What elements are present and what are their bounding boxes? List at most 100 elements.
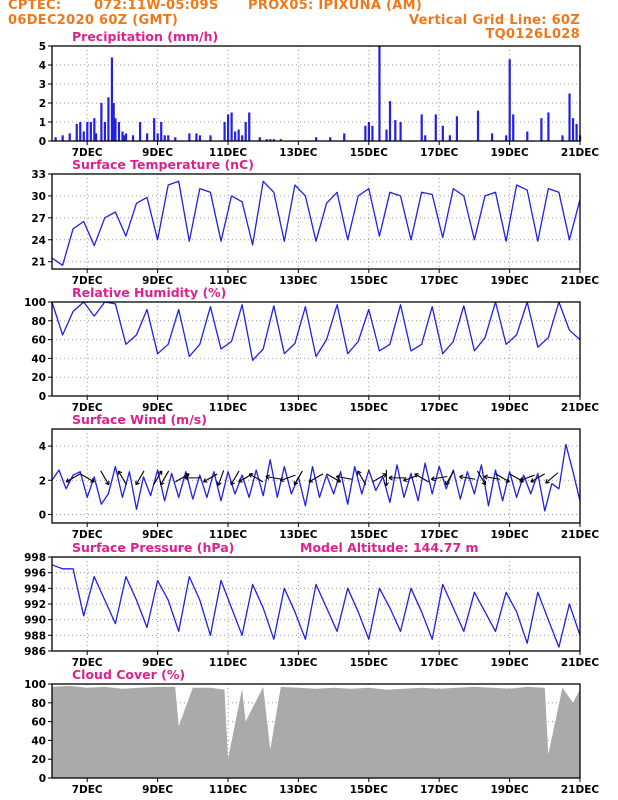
- wind-arrow-shaft: [445, 470, 455, 486]
- panel-frame: [51, 173, 581, 270]
- wind-arrow-head: [280, 480, 285, 483]
- x-tick-label: 17DEC: [420, 147, 459, 159]
- wind-arrow-head: [184, 477, 189, 481]
- precip-bar: [61, 135, 64, 141]
- wind-arrow: [430, 475, 448, 482]
- precip-bar: [441, 125, 444, 141]
- wind-arrow: [495, 473, 510, 483]
- panel-title: Relative Humidity (%): [72, 285, 226, 300]
- wind-arrow-head: [265, 476, 270, 480]
- wind-arrow-shaft: [357, 470, 367, 486]
- x-tick-label: 15DEC: [350, 275, 389, 287]
- y-tick-label: 60: [31, 335, 46, 347]
- precip-bar: [420, 114, 423, 141]
- x-tick-label: 15DEC: [350, 147, 389, 159]
- precip-bar: [174, 137, 177, 141]
- wind-arrow-shaft: [414, 473, 429, 483]
- y-tick-label: 80: [31, 698, 46, 710]
- precip-bar: [195, 133, 198, 141]
- wind-arrow: [383, 469, 390, 487]
- wind-arrow-head: [385, 482, 390, 487]
- y-tick-label: 0: [39, 136, 46, 148]
- x-tick-label: 15DEC: [350, 529, 389, 541]
- panel-frame: [51, 301, 581, 397]
- x-tick-label: 21DEC: [561, 657, 600, 669]
- wind-arrow-head: [279, 477, 284, 481]
- wind-arrow: [459, 474, 476, 480]
- panel-title: Surface Pressure (hPa): [72, 540, 234, 555]
- wind-arrow-head: [388, 477, 393, 481]
- panel-6: [48, 683, 581, 782]
- precip-bar: [455, 116, 458, 141]
- precip-bar: [279, 139, 282, 141]
- wind-arrow: [476, 470, 487, 486]
- wind-arrow-shaft: [545, 472, 559, 484]
- y-tick-label: 33: [31, 169, 46, 181]
- precip-bar: [163, 135, 166, 141]
- y-tick-label: 80: [31, 316, 46, 328]
- wind-arrow: [279, 474, 296, 483]
- panel-1: [48, 45, 582, 145]
- precip-bar: [234, 131, 237, 141]
- panel-2: [48, 173, 581, 273]
- precip-bar: [571, 118, 575, 141]
- y-tick-label: 994: [24, 583, 46, 595]
- precip-bar: [209, 135, 212, 141]
- x-tick-label: 13DEC: [279, 657, 318, 669]
- wind-arrow-head: [160, 482, 165, 486]
- x-tick-label: 19DEC: [490, 147, 529, 159]
- wind-arrow: [202, 473, 218, 483]
- precip-bar: [526, 131, 529, 141]
- series-line: [51, 180, 581, 266]
- y-tick-label: 20: [31, 754, 46, 766]
- precip-bar: [156, 133, 159, 141]
- precip-bar: [269, 139, 272, 141]
- wind-arrow-shaft: [308, 473, 324, 483]
- precip-bar: [378, 46, 381, 141]
- precip-bar: [512, 114, 515, 141]
- x-tick-label: 17DEC: [420, 402, 459, 414]
- panel-title: Surface Temperature (nC): [72, 157, 254, 172]
- x-tick-label: 13DEC: [279, 147, 318, 159]
- wind-arrow: [357, 470, 367, 486]
- precip-bar: [110, 57, 114, 141]
- wind-arrow-shaft: [530, 473, 545, 483]
- precip-bar: [167, 135, 170, 141]
- precip-bar: [434, 114, 437, 141]
- wind-arrow-head: [238, 478, 242, 483]
- wind-arrow: [265, 474, 282, 480]
- precip-bar: [112, 103, 115, 141]
- y-tick-label: 2: [39, 98, 46, 110]
- precip-bar: [315, 137, 318, 141]
- wind-arrow-head: [135, 482, 140, 486]
- precip-bar: [476, 110, 480, 141]
- wind-arrow-shaft: [484, 475, 500, 480]
- wind-arrow-head: [118, 470, 123, 474]
- precip-bar: [103, 122, 106, 141]
- x-tick-label: 7DEC: [72, 147, 103, 159]
- wind-arrow-head: [308, 478, 312, 483]
- y-tick-label: 992: [24, 599, 46, 611]
- precip-bar: [568, 93, 571, 141]
- precip-bar: [223, 122, 226, 141]
- x-tick-label: 11DEC: [209, 784, 248, 796]
- wind-arrow: [293, 470, 303, 486]
- cloud-cover-area: [52, 685, 580, 778]
- x-tick-label: 11DEC: [209, 402, 248, 414]
- x-tick-label: 21DEC: [561, 402, 600, 414]
- precip-bar: [367, 122, 370, 141]
- precip-bar: [54, 137, 57, 141]
- panel-frame: [51, 683, 581, 779]
- wind-arrow-shaft: [459, 475, 476, 480]
- wind-arrow-shaft: [153, 470, 163, 486]
- x-tick-label: 11DEC: [209, 275, 248, 287]
- y-tick-label: 60: [31, 717, 46, 729]
- precip-bar: [491, 133, 494, 141]
- wind-arrow-head: [265, 474, 270, 477]
- precip-bar: [107, 97, 110, 141]
- precip-bar: [230, 112, 233, 141]
- header-point: PROX05: IPIXUNA (AM): [248, 0, 423, 13]
- y-tick-label: 3: [39, 79, 46, 91]
- wind-arrow-shaft: [476, 470, 486, 486]
